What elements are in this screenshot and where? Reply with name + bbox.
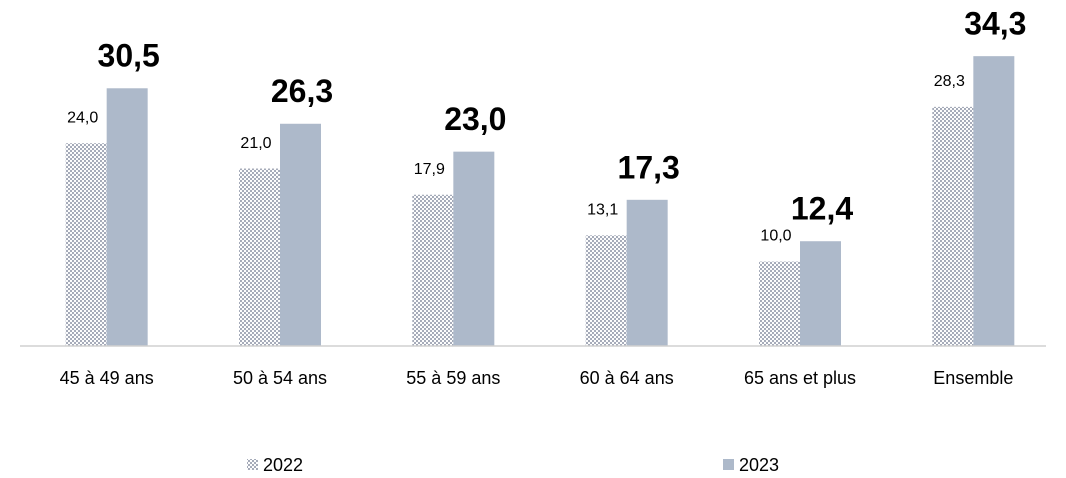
bar (65, 143, 107, 346)
x-tick-label: 55 à 59 ans (406, 368, 500, 388)
x-tick-label: 65 ans et plus (744, 368, 856, 388)
value-label: 28,3 (934, 73, 965, 90)
value-label: 26,3 (271, 73, 333, 109)
bar (412, 194, 454, 346)
value-label: 21,0 (240, 135, 271, 152)
x-tick-label: 60 à 64 ans (580, 368, 674, 388)
value-label: 34,3 (964, 6, 1026, 42)
bar (759, 261, 800, 346)
value-label: 23,0 (444, 101, 506, 137)
value-label: 30,5 (98, 38, 160, 74)
bar (280, 123, 321, 346)
value-label: 10,0 (760, 228, 791, 245)
value-label: 24,0 (67, 109, 98, 126)
x-tick-label: 50 à 54 ans (233, 368, 327, 388)
value-label: 17,9 (414, 161, 445, 178)
bar (626, 199, 668, 346)
bar (453, 151, 495, 346)
legend-label: 2022 (263, 455, 303, 475)
value-label: 13,1 (587, 202, 618, 219)
bar (106, 88, 148, 347)
value-label: 17,3 (618, 149, 680, 185)
bar (800, 241, 841, 346)
value-label: 12,4 (791, 191, 853, 227)
bar (932, 106, 974, 347)
legend-swatch (723, 459, 734, 470)
legend-label: 2023 (739, 455, 779, 475)
x-tick-label: 45 à 49 ans (60, 368, 154, 388)
bar (973, 56, 1015, 346)
legend-swatch (247, 459, 258, 470)
x-tick-label: Ensemble (933, 368, 1013, 388)
bar (239, 168, 280, 346)
bar (585, 235, 627, 346)
